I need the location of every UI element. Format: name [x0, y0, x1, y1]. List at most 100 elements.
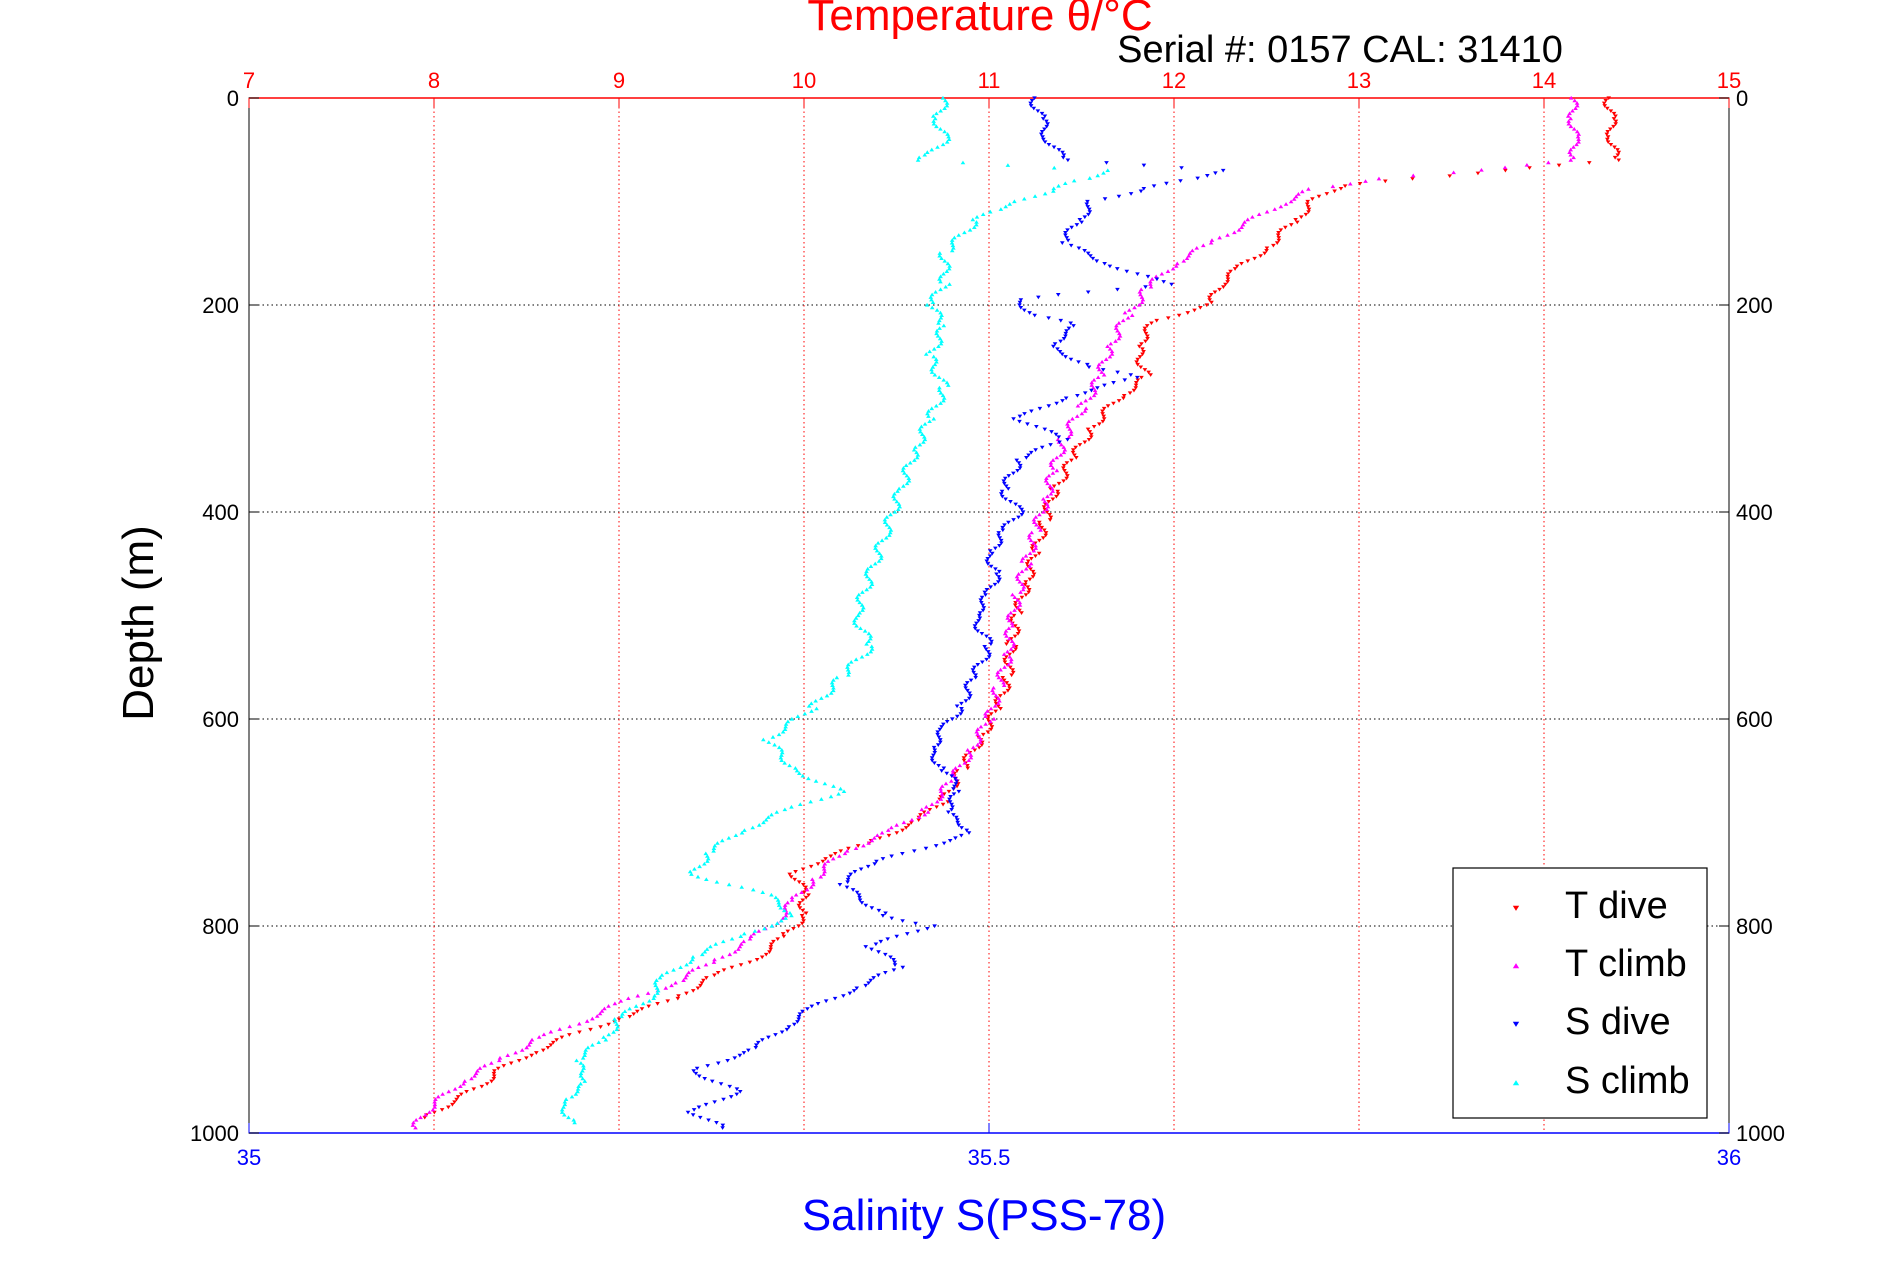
data-point: [691, 1069, 696, 1073]
data-point: [1031, 520, 1037, 524]
data-point: [1137, 344, 1142, 349]
data-point: [933, 357, 939, 361]
data-point: [931, 753, 936, 758]
data-point: [1001, 479, 1007, 484]
data-point: [1059, 352, 1065, 357]
data-point: [1133, 383, 1139, 388]
data-point: [548, 1043, 554, 1048]
data-point: [1207, 298, 1212, 302]
data-point: [696, 1074, 702, 1079]
data-point: [1115, 328, 1120, 333]
data-point: [902, 471, 907, 475]
data-point: [1066, 419, 1072, 424]
data-point: [1276, 230, 1281, 235]
data-point: [846, 670, 852, 675]
data-point: [1047, 518, 1053, 522]
data-point: [541, 1032, 547, 1037]
data-point: [780, 729, 786, 734]
data-point: [1010, 650, 1016, 654]
data-point: [1018, 298, 1024, 302]
y-tick-label-right: 0: [1736, 86, 1748, 111]
series-layer: [410, 95, 1622, 1130]
data-point: [968, 753, 974, 757]
x-bottom-tick-label: 35: [237, 1145, 261, 1170]
data-point: [781, 934, 787, 939]
data-point: [1026, 535, 1032, 540]
data-point: [1029, 409, 1034, 414]
data-point: [714, 1121, 719, 1125]
data-point: [887, 533, 892, 537]
data-point: [1146, 370, 1151, 375]
data-point: [837, 854, 842, 858]
data-point: [1283, 202, 1289, 206]
data-point: [937, 318, 942, 323]
data-point: [1615, 153, 1621, 157]
data-point: [627, 1006, 632, 1011]
data-point: [1100, 368, 1106, 372]
data-point: [950, 243, 956, 248]
data-point: [936, 735, 942, 740]
data-point: [824, 693, 830, 698]
data-point: [854, 986, 860, 991]
data-point: [1046, 316, 1051, 321]
data-point: [1107, 346, 1113, 351]
data-point: [1000, 528, 1006, 533]
data-point: [1045, 122, 1050, 126]
data-point: [950, 768, 956, 773]
data-point: [868, 636, 873, 641]
data-point: [774, 810, 780, 814]
data-point: [996, 701, 1001, 706]
data-point: [1213, 171, 1218, 176]
data-point: [1151, 184, 1157, 189]
data-point: [1088, 254, 1093, 258]
data-point: [1205, 174, 1210, 178]
data-point: [1089, 432, 1094, 437]
data-point: [513, 1050, 518, 1055]
data-point: [1100, 409, 1105, 414]
data-point: [741, 931, 747, 936]
data-point: [695, 874, 701, 879]
data-point: [949, 238, 955, 242]
data-point: [873, 546, 878, 550]
data-point: [932, 924, 937, 929]
data-point: [1074, 414, 1080, 418]
data-point: [872, 561, 878, 566]
data-point: [614, 1022, 620, 1026]
data-point: [1010, 592, 1015, 597]
data-point: [966, 758, 972, 763]
data-point: [1005, 639, 1011, 644]
data-point: [705, 856, 711, 861]
data-point: [746, 1048, 751, 1053]
data-point: [938, 108, 943, 113]
data-point: [992, 703, 998, 708]
data-point: [1330, 184, 1336, 189]
data-point: [1145, 274, 1151, 279]
data-point: [987, 652, 992, 657]
data-point: [869, 906, 875, 910]
data-point: [917, 427, 923, 431]
data-point: [741, 939, 746, 944]
data-point: [934, 805, 939, 810]
data-point: [1073, 456, 1079, 460]
data-point: [1091, 393, 1097, 398]
data-point: [800, 773, 806, 778]
data-point: [1090, 256, 1096, 261]
data-point: [844, 885, 850, 890]
data-point: [996, 696, 1001, 700]
data-point: [866, 981, 871, 985]
data-point: [708, 944, 713, 949]
legend-label: T climb: [1565, 943, 1687, 985]
data-point: [1054, 468, 1060, 473]
data-point: [929, 802, 935, 806]
data-point: [989, 725, 995, 729]
data-point: [766, 740, 772, 744]
data-point: [783, 722, 789, 726]
data-point: [732, 949, 738, 954]
data-point: [720, 939, 726, 944]
data-point: [1187, 251, 1193, 255]
data-point: [985, 562, 991, 566]
data-point: [458, 1092, 464, 1097]
data-point: [1104, 161, 1109, 165]
data-point: [830, 683, 835, 687]
data-point: [688, 960, 693, 964]
